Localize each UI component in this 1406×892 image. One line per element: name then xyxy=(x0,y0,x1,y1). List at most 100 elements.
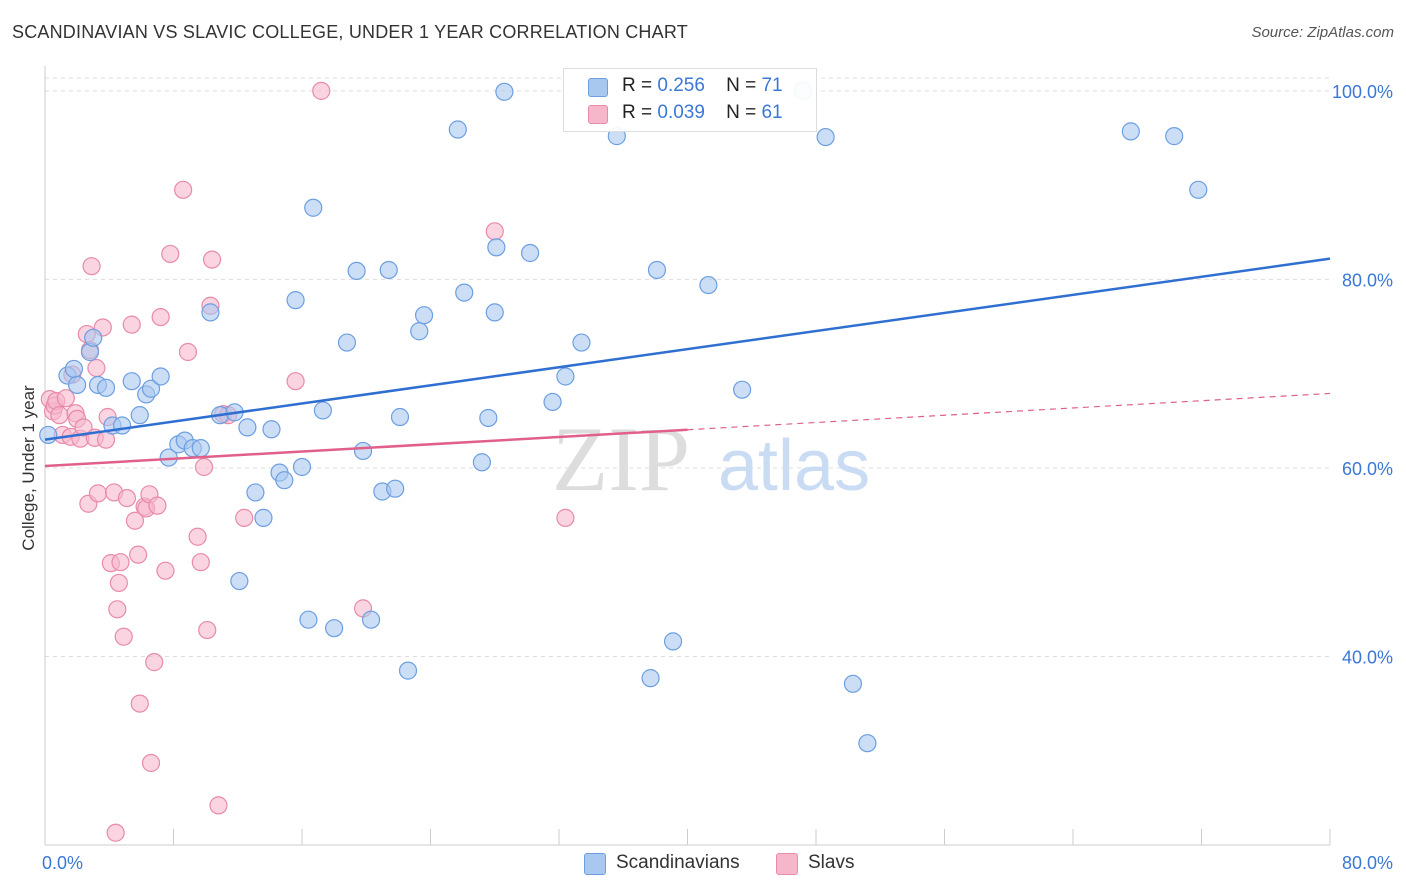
slav-point[interactable] xyxy=(50,406,69,425)
slav-point[interactable] xyxy=(148,496,167,515)
scandinavian-point[interactable] xyxy=(201,303,220,322)
scandinavian-point[interactable] xyxy=(843,674,863,693)
slav-point[interactable] xyxy=(178,342,198,362)
scandinavian-point[interactable] xyxy=(141,379,161,398)
scandinavian-point[interactable] xyxy=(487,238,506,257)
slav-point[interactable] xyxy=(117,488,137,508)
scandinavian-point[interactable] xyxy=(472,453,491,472)
scandinavian-point[interactable] xyxy=(275,471,294,490)
scandinavian-point[interactable] xyxy=(572,333,591,352)
scandinavian-point[interactable] xyxy=(353,441,373,461)
scandinavian-point[interactable] xyxy=(520,243,540,263)
scandinavian-point[interactable] xyxy=(151,367,170,386)
scandinavian-point[interactable] xyxy=(39,425,58,445)
x-tick-label-min: 0.0% xyxy=(42,853,83,873)
scandinavian-point[interactable] xyxy=(68,375,87,395)
scandinavian-point[interactable] xyxy=(130,406,149,425)
slav-point[interactable] xyxy=(114,627,133,646)
scandinavian-point[interactable] xyxy=(313,401,332,420)
slav-point[interactable] xyxy=(198,620,217,640)
scandinavian-point[interactable] xyxy=(398,661,418,680)
slav-point[interactable] xyxy=(286,372,305,391)
scandinavian-point[interactable] xyxy=(299,610,318,629)
slav-point[interactable] xyxy=(194,457,214,477)
scandinavian-point[interactable] xyxy=(414,306,434,325)
scandinavian-point[interactable] xyxy=(495,82,514,101)
scandinavian-point[interactable] xyxy=(448,120,467,139)
scandinavian-point[interactable] xyxy=(254,508,273,527)
slav-point[interactable] xyxy=(188,527,207,546)
slav-point[interactable] xyxy=(151,307,170,327)
scandinavian-point[interactable] xyxy=(479,408,498,428)
scandinavian-point[interactable] xyxy=(286,291,305,310)
legend-swatch-pink xyxy=(588,105,608,124)
scandinavian-point[interactable] xyxy=(543,392,562,412)
series-swatch-pink xyxy=(776,853,798,875)
slav-point[interactable] xyxy=(174,180,193,199)
scandinavian-point[interactable] xyxy=(230,571,249,591)
scandinavian-point[interactable] xyxy=(390,407,410,427)
scandinavian-point[interactable] xyxy=(325,619,344,638)
scandinavian-point[interactable] xyxy=(347,261,366,281)
slav-point[interactable] xyxy=(130,694,149,713)
slav-point[interactable] xyxy=(82,257,101,276)
scandinavian-point[interactable] xyxy=(292,457,312,477)
slav-point[interactable] xyxy=(106,823,125,842)
slav-point[interactable] xyxy=(111,553,130,572)
slav-point[interactable] xyxy=(141,753,161,773)
scandinavian-point[interactable] xyxy=(304,198,323,217)
scandinavian-point[interactable] xyxy=(191,439,210,458)
scandinavian-point[interactable] xyxy=(641,669,660,688)
scandinavian-point[interactable] xyxy=(699,275,718,295)
scandinavian-point[interactable] xyxy=(647,260,667,280)
slav-point[interactable] xyxy=(129,545,148,564)
scandinavian-point[interactable] xyxy=(84,328,103,347)
scandinavian-point[interactable] xyxy=(337,333,357,352)
slav-point[interactable] xyxy=(122,315,141,334)
scandinavian-point[interactable] xyxy=(485,303,504,322)
slav-point[interactable] xyxy=(161,244,180,264)
slav-point[interactable] xyxy=(145,653,164,672)
slav-point[interactable] xyxy=(125,511,145,530)
slav-point[interactable] xyxy=(485,222,504,241)
slav-point[interactable] xyxy=(88,484,108,503)
legend-r-value: 0.256 xyxy=(657,75,705,96)
slav-point[interactable] xyxy=(56,389,75,408)
scandinavian-point[interactable] xyxy=(64,359,84,379)
slav-point[interactable] xyxy=(191,553,210,572)
y-tick-label: 80.0% xyxy=(1342,270,1393,290)
watermark: ZIP atlas xyxy=(552,408,870,510)
watermark-zip: ZIP xyxy=(552,408,690,510)
scandinavian-point[interactable] xyxy=(455,283,474,302)
axes xyxy=(44,66,1331,846)
scandinavian-point[interactable] xyxy=(1121,122,1140,141)
scandinavian-point[interactable] xyxy=(1189,180,1208,199)
scandinavian-point[interactable] xyxy=(379,260,398,280)
scandinavian-point[interactable] xyxy=(816,127,835,147)
slav-point[interactable] xyxy=(109,573,128,593)
slav-point[interactable] xyxy=(87,358,106,378)
slav-point[interactable] xyxy=(312,81,331,100)
scandinavian-point[interactable] xyxy=(1165,127,1184,146)
slav-point[interactable] xyxy=(108,600,127,619)
scandinavian-point[interactable] xyxy=(262,420,281,439)
scandinavian-point[interactable] xyxy=(386,479,405,498)
slav-point[interactable] xyxy=(209,796,228,815)
scandinavian-point[interactable] xyxy=(663,632,683,651)
scandinavian-point[interactable] xyxy=(733,380,752,399)
scandinavian-point[interactable] xyxy=(556,367,575,386)
y-axis-label: College, Under 1 year xyxy=(19,385,38,551)
slav-point[interactable] xyxy=(556,508,575,527)
slav-point[interactable] xyxy=(74,418,93,437)
scandinavian-point[interactable] xyxy=(238,418,257,437)
scandinavian-point[interactable] xyxy=(361,610,381,629)
scandinavian-point[interactable] xyxy=(122,372,141,391)
scandinavian-point[interactable] xyxy=(112,416,132,435)
slav-point[interactable] xyxy=(235,508,254,527)
slav-point[interactable] xyxy=(156,561,175,580)
slav-point[interactable] xyxy=(202,250,222,269)
scandinavian-point[interactable] xyxy=(858,734,877,753)
scandinavian-point[interactable] xyxy=(96,378,116,397)
scandinavian-point[interactable] xyxy=(410,322,429,341)
scandinavian-point[interactable] xyxy=(246,483,265,502)
